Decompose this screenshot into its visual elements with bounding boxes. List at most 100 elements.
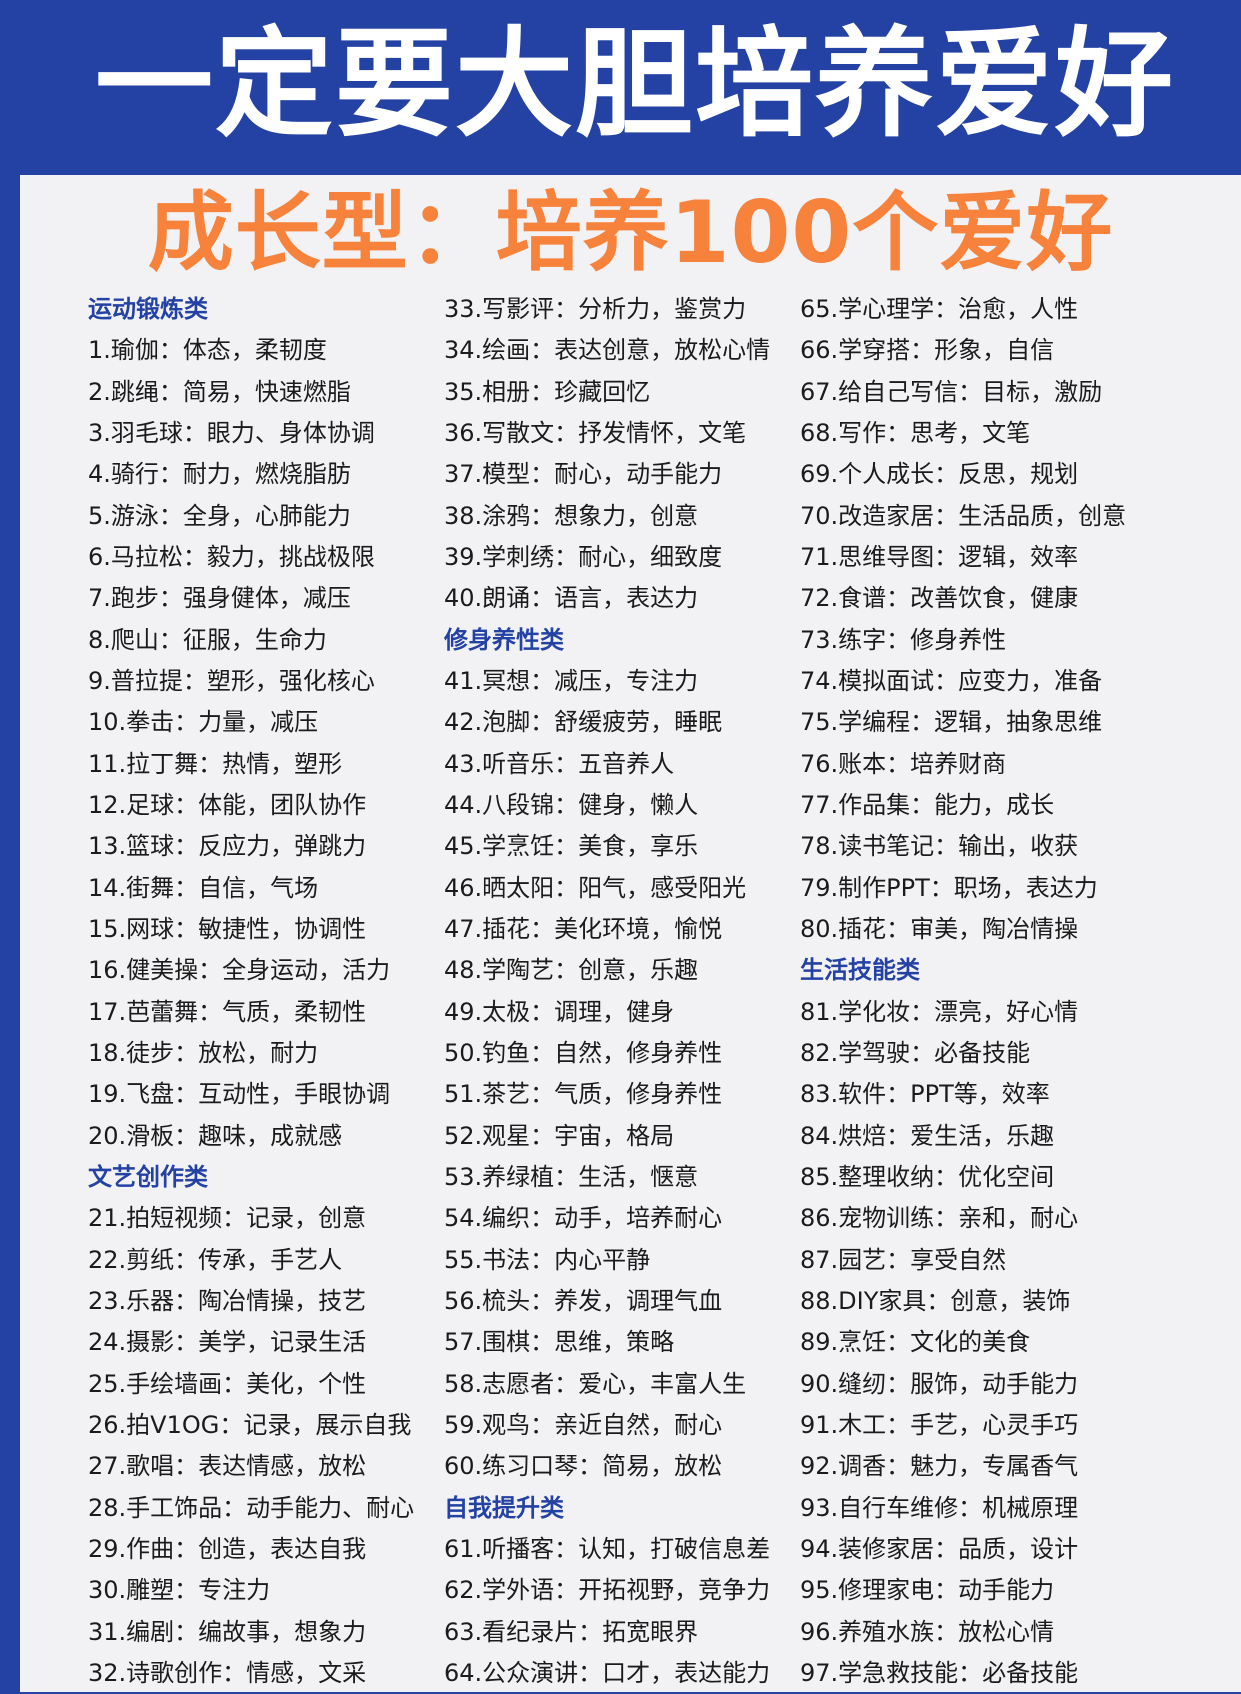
hobby-item: 40.朗诵：语言，表达力 bbox=[444, 584, 699, 613]
hobby-item: 14.街舞：自信，气场 bbox=[88, 873, 319, 902]
hobby-item: 10.拳击：力量，减压 bbox=[88, 708, 319, 737]
hobby-item: 75.学编程：逻辑，抽象思维 bbox=[800, 708, 1103, 737]
hobby-item: 2.跳绳：简易，快速燃脂 bbox=[88, 377, 351, 406]
hobby-item: 12.足球：体能，团队协作 bbox=[88, 790, 367, 819]
hobby-item: 4.骑行：耐力，燃烧脂肪 bbox=[88, 460, 351, 489]
hobby-item: 3.羽毛球：眼力、身体协调 bbox=[88, 418, 375, 447]
hobby-column-1: 运动锻炼类 1.瑜伽：体态，柔韧度 2.跳绳：简易，快速燃脂 3.羽毛球：眼力、身体协… bbox=[88, 289, 478, 1694]
hobby-item: 53.养绿植：生活，惬意 bbox=[444, 1162, 699, 1191]
hobby-item: 66.学穿搭：形象，自信 bbox=[800, 336, 1055, 365]
page-title: 一定要大胆培养爱好 bbox=[94, 15, 1175, 153]
hobby-item: 77.作品集：能力，成长 bbox=[800, 790, 1055, 819]
hobby-item: 92.调香：魅力，专属香气 bbox=[800, 1452, 1079, 1481]
hobby-item: 93.自行车维修：机械原理 bbox=[800, 1493, 1079, 1522]
hobby-item: 29.作曲：创造，表达自我 bbox=[88, 1534, 367, 1563]
hobby-item: 52.观星：宇宙，格局 bbox=[444, 1121, 675, 1150]
hobby-item: 33.写影评：分析力，鉴赏力 bbox=[444, 295, 747, 323]
hobby-item: 15.网球：敏捷性，协调性 bbox=[88, 914, 367, 943]
hobby-item: 23.乐器：陶冶情操，技艺 bbox=[88, 1286, 367, 1315]
category-heading: 自我提升类 bbox=[444, 1493, 564, 1522]
hobby-item: 41.冥想：减压，专注力 bbox=[444, 666, 699, 695]
hobby-item: 20.滑板：趣味，成就感 bbox=[88, 1121, 343, 1150]
hobby-item: 90.缝纫：服饰，动手能力 bbox=[800, 1369, 1079, 1398]
hobby-item: 68.写作：思考，文笔 bbox=[800, 418, 1031, 447]
hobby-item: 86.宠物训练：亲和，耐心 bbox=[800, 1204, 1079, 1233]
hobby-item: 97.学急救技能：必备技能 bbox=[800, 1658, 1079, 1687]
hobby-item: 94.装修家居：品质，设计 bbox=[800, 1534, 1079, 1563]
hobby-item: 96.养殖水族：放松心情 bbox=[800, 1617, 1055, 1646]
hobby-item: 87.园艺：享受自然 bbox=[800, 1245, 1007, 1274]
hobby-item: 74.模拟面试：应变力，准备 bbox=[800, 666, 1103, 695]
hobby-item: 61.听播客：认知，打破信息差 bbox=[444, 1534, 771, 1563]
hobby-item: 85.整理收纳：优化空间 bbox=[800, 1162, 1055, 1191]
hobby-item: 60.练习口琴：简易，放松 bbox=[444, 1452, 723, 1481]
hobby-item: 11.拉丁舞：热情，塑形 bbox=[88, 749, 343, 778]
hobby-item: 55.书法：内心平静 bbox=[444, 1245, 651, 1274]
page-subtitle: 成长型：培养100个爱好 bbox=[147, 183, 1114, 283]
hobby-item: 35.相册：珍藏回忆 bbox=[444, 377, 651, 406]
hobby-item: 78.读书笔记：输出，收获 bbox=[800, 832, 1079, 861]
header-banner: 一定要大胆培养爱好 bbox=[0, 0, 1241, 175]
category-heading: 修身养性类 bbox=[444, 625, 564, 654]
hobby-column-2: 33.写影评：分析力，鉴赏力 34.绘画：表达创意，放松心情 35.相册：珍藏回忆 3… bbox=[444, 289, 834, 1694]
hobby-item: 71.思维导图：逻辑，效率 bbox=[800, 542, 1079, 571]
hobby-item: 67.给自己写信：目标，激励 bbox=[800, 377, 1103, 406]
hobby-item: 28.手工饰品：动手能力、耐心 bbox=[88, 1493, 415, 1522]
hobby-item: 42.泡脚：舒缓疲劳，睡眠 bbox=[444, 708, 723, 737]
hobby-item: 79.制作PPT：职场，表达力 bbox=[800, 873, 1098, 902]
hobby-item: 65.学心理学：治愈，人性 bbox=[800, 295, 1079, 323]
hobby-item: 73.练字：修身养性 bbox=[800, 625, 1007, 654]
hobby-item: 43.听音乐：五音养人 bbox=[444, 749, 675, 778]
hobby-item: 83.软件：PPT等，效率 bbox=[800, 1080, 1050, 1109]
hobby-item: 39.学刺绣：耐心，细致度 bbox=[444, 542, 723, 571]
category-heading: 文艺创作类 bbox=[88, 1162, 208, 1191]
hobby-item: 45.学烹饪：美食，享乐 bbox=[444, 832, 699, 861]
hobby-item: 31.编剧：编故事，想象力 bbox=[88, 1617, 367, 1646]
hobby-item: 9.普拉提：塑形，强化核心 bbox=[88, 666, 375, 695]
hobby-item: 6.马拉松：毅力，挑战极限 bbox=[88, 542, 375, 571]
hobby-item: 70.改造家居：生活品质，创意 bbox=[800, 501, 1127, 530]
hobby-item: 27.歌唱：表达情感，放松 bbox=[88, 1452, 367, 1481]
hobby-item: 95.修理家电：动手能力 bbox=[800, 1576, 1055, 1605]
hobby-item: 1.瑜伽：体态，柔韧度 bbox=[88, 336, 327, 365]
hobby-item: 49.太极：调理，健身 bbox=[444, 997, 675, 1026]
hobby-item: 8.爬山：征服，生命力 bbox=[88, 625, 327, 654]
hobby-item: 91.木工：手艺，心灵手巧 bbox=[800, 1410, 1079, 1439]
hobby-item: 72.食谱：改善饮食，健康 bbox=[800, 584, 1079, 613]
hobby-item: 34.绘画：表达创意，放松心情 bbox=[444, 336, 771, 365]
hobby-item: 17.芭蕾舞：气质，柔韧性 bbox=[88, 997, 367, 1026]
hobby-item: 81.学化妆：漂亮，好心情 bbox=[800, 997, 1079, 1026]
hobby-item: 56.梳头：养发，调理气血 bbox=[444, 1286, 723, 1315]
hobby-item: 76.账本：培养财商 bbox=[800, 749, 1007, 778]
hobby-item: 47.插花：美化环境，愉悦 bbox=[444, 914, 723, 943]
hobby-item: 62.学外语：开拓视野，竞争力 bbox=[444, 1576, 771, 1605]
hobby-item: 16.健美操：全身运动，活力 bbox=[88, 956, 391, 985]
hobby-item: 69.个人成长：反思，规划 bbox=[800, 460, 1079, 489]
hobby-item: 21.拍短视频：记录，创意 bbox=[88, 1204, 367, 1233]
hobby-item: 5.游泳：全身，心肺能力 bbox=[88, 501, 351, 530]
hobby-item: 80.插花：审美，陶冶情操 bbox=[800, 914, 1079, 943]
content-panel bbox=[20, 175, 1241, 1692]
hobby-item: 18.徒步：放松，耐力 bbox=[88, 1038, 319, 1067]
hobby-item: 22.剪纸：传承，手艺人 bbox=[88, 1245, 343, 1274]
category-heading: 生活技能类 bbox=[800, 956, 920, 985]
hobby-item: 7.跑步：强身健体，减压 bbox=[88, 584, 351, 613]
hobby-item: 37.模型：耐心，动手能力 bbox=[444, 460, 723, 489]
hobby-item: 82.学驾驶：必备技能 bbox=[800, 1038, 1031, 1067]
hobby-item: 13.篮球：反应力，弹跳力 bbox=[88, 832, 367, 861]
hobby-item: 51.茶艺：气质，修身养性 bbox=[444, 1080, 723, 1109]
hobby-item: 26.拍V1OG：记录，展示自我 bbox=[88, 1410, 412, 1439]
hobby-column-3: 65.学心理学：治愈，人性 66.学穿搭：形象，自信 67.给自己写信：目标，激励 6… bbox=[800, 289, 1190, 1694]
hobby-item: 46.晒太阳：阳气，感受阳光 bbox=[444, 873, 747, 902]
hobby-item: 54.编织：动手，培养耐心 bbox=[444, 1204, 723, 1233]
hobby-item: 19.飞盘：互动性，手眼协调 bbox=[88, 1080, 391, 1109]
hobby-item: 36.写散文：抒发情怀，文笔 bbox=[444, 418, 747, 447]
hobby-item: 89.烹饪：文化的美食 bbox=[800, 1328, 1031, 1357]
hobby-item: 44.八段锦：健身，懒人 bbox=[444, 790, 699, 819]
hobby-item: 84.烘焙：爱生活，乐趣 bbox=[800, 1121, 1055, 1150]
hobby-item: 30.雕塑：专注力 bbox=[88, 1576, 271, 1605]
hobby-item: 64.公众演讲：口才，表达能力 bbox=[444, 1658, 771, 1687]
hobby-item: 38.涂鸦：想象力，创意 bbox=[444, 501, 699, 530]
hobby-item: 48.学陶艺：创意，乐趣 bbox=[444, 956, 699, 985]
hobby-item: 50.钓鱼：自然，修身养性 bbox=[444, 1038, 723, 1067]
